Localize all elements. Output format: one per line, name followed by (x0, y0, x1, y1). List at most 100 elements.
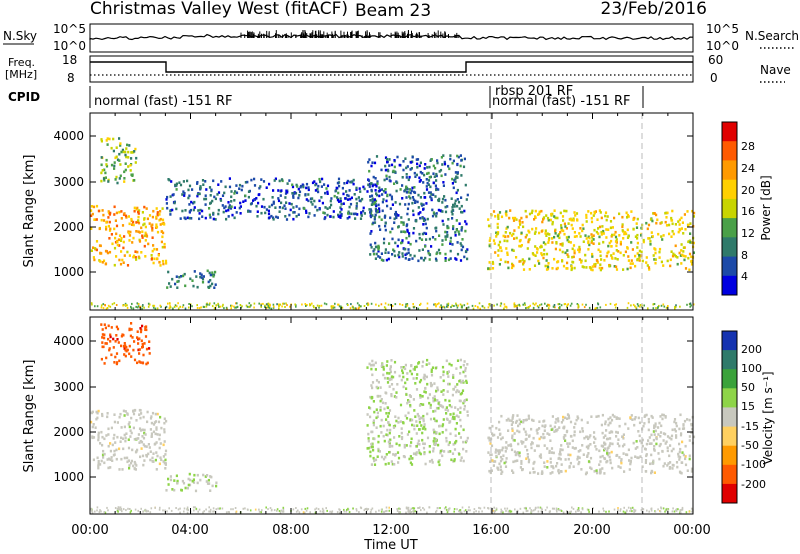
heatmap-cell (682, 250, 685, 253)
heatmap-cell (649, 462, 652, 466)
heatmap-cell (254, 508, 257, 511)
heatmap-cell (566, 238, 569, 242)
heatmap-cell (92, 436, 96, 439)
heatmap-cell (196, 285, 199, 289)
heatmap-cell (122, 447, 125, 451)
heatmap-cell (201, 209, 204, 213)
heatmap-cell (412, 209, 415, 213)
heatmap-cell (411, 257, 414, 260)
heatmap-cell (314, 508, 316, 511)
heatmap-cell (137, 221, 141, 225)
heatmap-cell (430, 197, 433, 200)
heatmap-cell (347, 304, 349, 306)
heatmap-cell (434, 366, 437, 370)
heatmap-cell (588, 510, 590, 513)
heatmap-cell (665, 440, 668, 444)
heatmap-cell (496, 222, 499, 226)
heatmap-cell (92, 246, 95, 249)
xtick-label: 00:00 (673, 523, 710, 538)
heatmap-cell (132, 223, 135, 227)
heatmap-cell (138, 413, 141, 416)
heatmap-cell (260, 211, 263, 215)
heatmap-cell (445, 436, 448, 440)
heatmap-cell (507, 417, 510, 421)
heatmap-cell (619, 251, 622, 255)
heatmap-cell (105, 228, 108, 231)
heatmap-cell (127, 165, 130, 168)
heatmap-cell (461, 306, 463, 309)
heatmap-cell (184, 284, 187, 288)
heatmap-cell (267, 212, 271, 216)
heatmap-cell (443, 450, 446, 453)
heatmap-cell (675, 304, 677, 307)
heatmap-cell (578, 232, 581, 235)
heatmap-cell (165, 419, 168, 423)
heatmap-cell (398, 251, 401, 254)
heatmap-cell (585, 471, 588, 475)
heatmap-cell (503, 303, 506, 306)
heatmap-cell (535, 227, 538, 230)
heatmap-cell (576, 303, 579, 305)
heatmap-cell (452, 415, 455, 419)
heatmap-cell (152, 244, 155, 247)
heatmap-cell (506, 239, 509, 243)
heatmap-cell (207, 285, 210, 289)
heatmap-cell (370, 230, 373, 233)
heatmap-cell (588, 435, 591, 439)
heatmap-cell (257, 201, 260, 205)
heatmap-cell (607, 417, 610, 421)
heatmap-cell (208, 482, 211, 485)
heatmap-cell (402, 160, 405, 163)
heatmap-cell (520, 244, 523, 247)
heatmap-cell (114, 178, 117, 181)
heatmap-cell (203, 306, 205, 308)
heatmap-cell (98, 227, 101, 231)
heatmap-cell (678, 458, 681, 461)
heatmap-cell (534, 254, 537, 257)
heatmap-cell (333, 194, 336, 198)
heatmap-cell (598, 209, 601, 212)
heatmap-cell (389, 438, 392, 442)
heatmap-cell (105, 434, 108, 437)
heatmap-cell (241, 305, 243, 308)
heatmap-cell (500, 414, 503, 418)
heatmap-cell (107, 180, 110, 183)
heatmap-cell (135, 305, 137, 308)
heatmap-cell (122, 304, 124, 307)
heatmap-cell (106, 251, 109, 255)
heatmap-cell (448, 362, 451, 366)
heatmap-cell (691, 209, 694, 213)
heatmap-cell (107, 211, 111, 215)
heatmap-cell (402, 221, 405, 224)
heatmap-cell (359, 190, 362, 193)
heatmap-cell (519, 223, 522, 226)
heatmap-cell (624, 250, 627, 254)
heatmap-cell (473, 508, 476, 511)
heatmap-cell (158, 218, 161, 222)
heatmap-cell (394, 454, 397, 457)
heatmap-cell (466, 248, 469, 251)
heatmap-cell (97, 433, 100, 437)
heatmap-cell (618, 234, 621, 237)
heatmap-cell (566, 267, 569, 270)
heatmap-cell (383, 215, 387, 218)
heatmap-cell (134, 462, 137, 466)
heatmap-cell (314, 205, 317, 209)
heatmap-cell (159, 506, 161, 509)
ytick-label: 4000 (53, 129, 84, 143)
heatmap-cell (549, 424, 552, 428)
heatmap-cell (186, 486, 189, 490)
heatmap-cell (415, 365, 418, 369)
heatmap-cell (118, 152, 121, 156)
heatmap-cell (605, 429, 608, 432)
heatmap-cell (513, 305, 516, 308)
heatmap-cell (235, 306, 237, 309)
heatmap-cell (141, 305, 144, 308)
heatmap-cell (668, 223, 671, 227)
heatmap-cell (133, 460, 136, 464)
heatmap-cell (98, 244, 102, 247)
heatmap-cell (412, 509, 415, 512)
heatmap-cell (522, 511, 525, 514)
heatmap-cell (587, 210, 590, 213)
heatmap-cell (436, 303, 439, 306)
